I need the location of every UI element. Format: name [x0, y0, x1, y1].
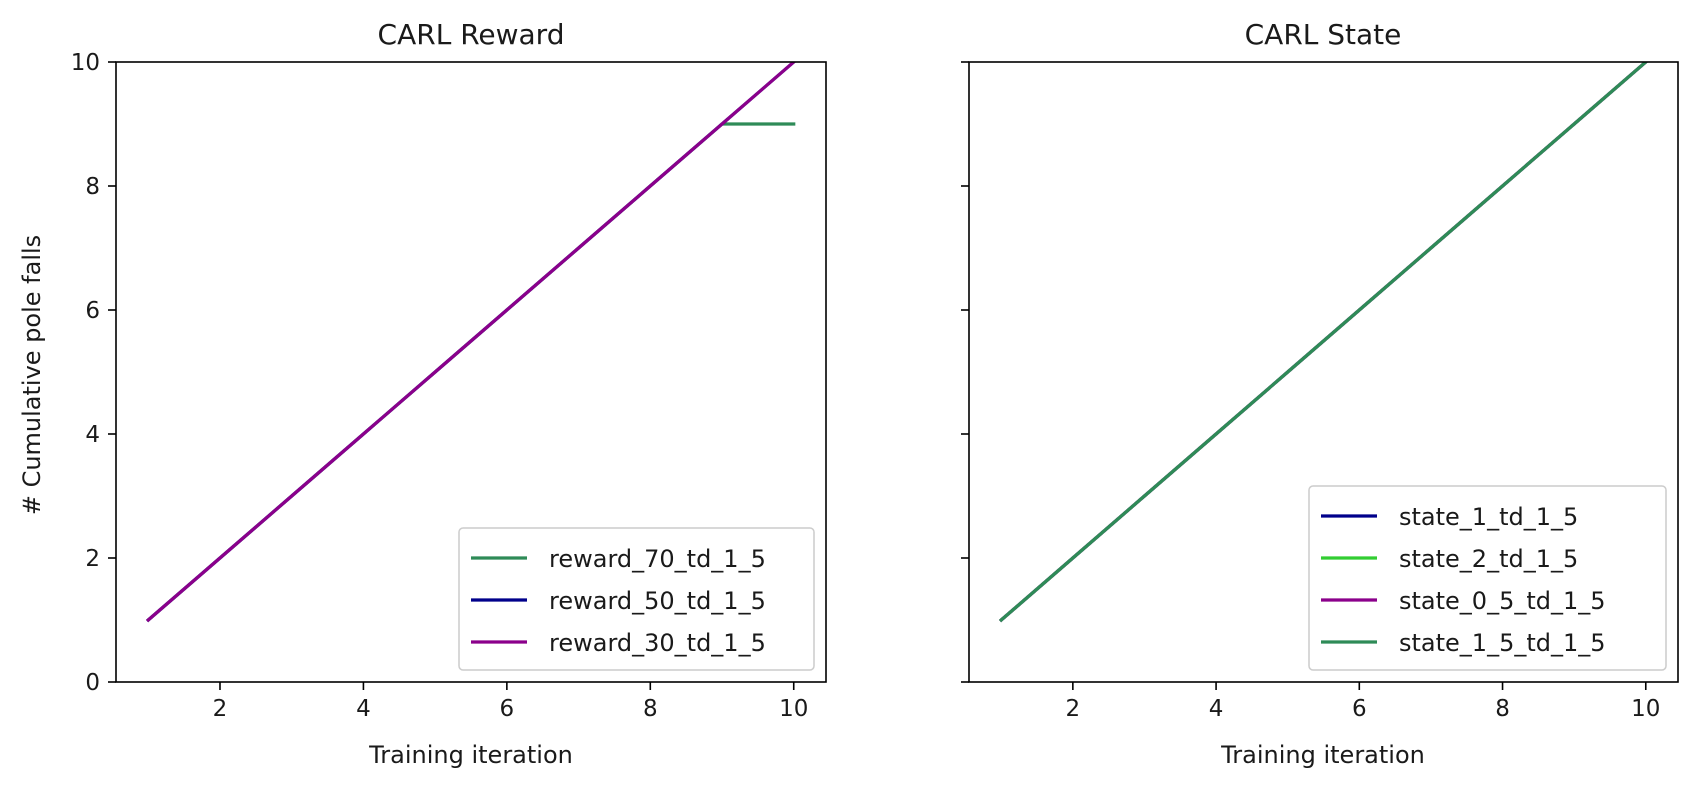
x-tick-label: 10: [1631, 696, 1660, 722]
x-tick-label: 2: [213, 696, 228, 722]
plot-area: 2 4 6 8 10 0 2 4 6 8 10 reward_70_td_1_5 reward_50_t…: [71, 50, 827, 722]
y-tick-label: 0: [85, 670, 100, 696]
x-tick-label: 6: [1352, 696, 1367, 722]
chart-reward: CARL Reward Training iteration # Cumulat…: [18, 18, 827, 769]
x-tick-label: 4: [356, 696, 371, 722]
legend: state_1_td_1_5 state_2_td_1_5 state_0_5_td…: [1308, 485, 1667, 671]
x-tick-label: 8: [1495, 696, 1510, 722]
chart-title: CARL Reward: [378, 18, 565, 51]
plot-frame: [968, 61, 1679, 683]
legend-label: state_2_td_1_5: [1399, 545, 1578, 573]
legend-box: [458, 527, 815, 671]
legend-label: state_1_5_td_1_5: [1399, 629, 1606, 657]
plot-area: 2 4 6 8 10state_1_td_1_5state_2_td_1_5state_…: [961, 61, 1679, 722]
x-tick-label: 6: [500, 696, 515, 722]
legend-label: reward_70_td_1_5: [549, 545, 766, 573]
y-axis-label: # Cumulative pole falls: [18, 235, 46, 515]
x-axis-label: Training iteration: [1220, 741, 1425, 769]
y-tick-label: 2: [85, 546, 100, 572]
y-tick-label: 8: [85, 174, 100, 200]
plot-frame: [115, 61, 827, 683]
legend: reward_70_td_1_5 reward_50_td_1_5 reward_3…: [458, 527, 815, 671]
x-tick-label: 8: [643, 696, 658, 722]
legend-label: reward_30_td_1_5: [549, 629, 766, 657]
series-line-reward_30_td_1_5: [146, 62, 796, 623]
series-group: [998, 62, 1649, 623]
legend-label: state_0_5_td_1_5: [1399, 587, 1606, 615]
x-tick-label: 2: [1066, 696, 1081, 722]
series-group: [146, 62, 796, 623]
y-tick-label: 6: [85, 298, 100, 324]
legend-box: [1308, 485, 1667, 671]
y-tick-label: 10: [71, 50, 100, 76]
chart-title: CARL State: [1245, 18, 1402, 51]
y-tick-label: 4: [85, 422, 100, 448]
series-line-state_1_5_td_1_5: [998, 62, 1649, 623]
legend-label: state_1_td_1_5: [1399, 503, 1578, 531]
chart-state: CARL State Training iteration 2 4 6 8 10 stat…: [961, 18, 1679, 769]
x-tick-label: 4: [1209, 696, 1224, 722]
legend-label: reward_50_td_1_5: [549, 587, 766, 615]
x-tick-label: 10: [779, 696, 808, 722]
x-axis-label: Training iteration: [368, 741, 573, 769]
